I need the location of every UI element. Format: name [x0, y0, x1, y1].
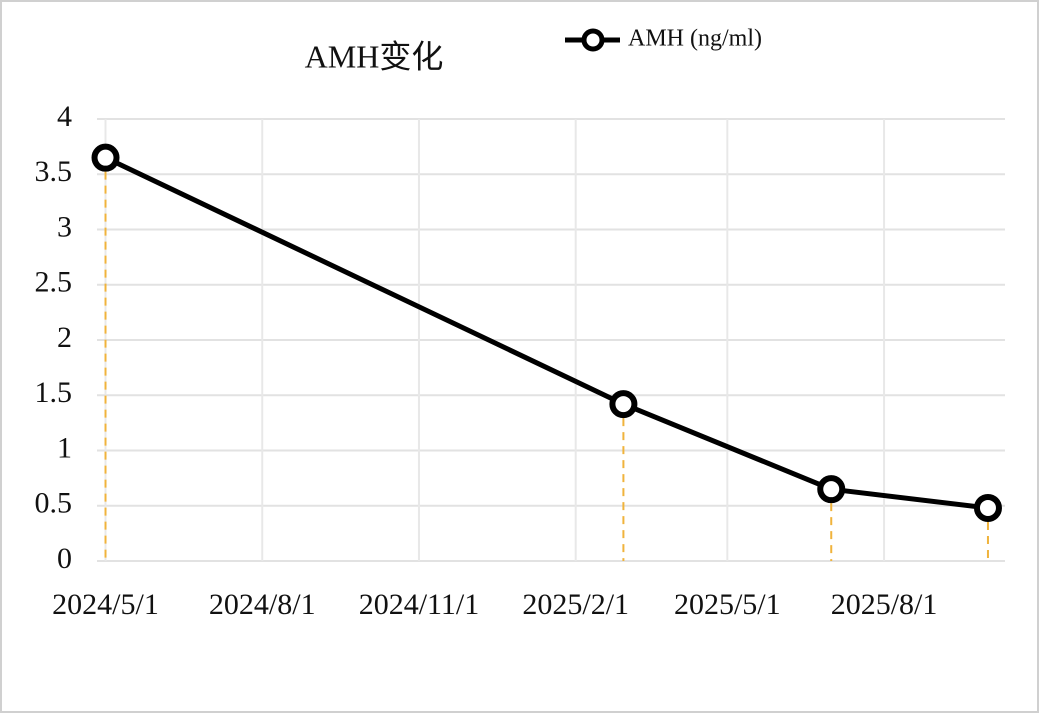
legend-label: AMH (ng/ml) [628, 26, 762, 52]
y-tick-label: 3 [57, 210, 72, 243]
x-tick-label: 2024/11/1 [359, 588, 480, 621]
x-tick-label: 2025/8/1 [831, 588, 938, 621]
y-tick-label: 1 [57, 431, 72, 464]
y-tick-label: 2.5 [35, 266, 73, 299]
y-tick-label: 2 [57, 321, 72, 354]
y-tick-label: 4 [57, 100, 72, 133]
x-tick-label: 2024/5/1 [52, 588, 159, 621]
data-line [104, 155, 989, 511]
y-tick-label: 1.5 [35, 376, 73, 409]
data-point [609, 390, 638, 419]
y-tick-label: 0 [57, 542, 72, 575]
x-tick-label: 2024/8/1 [209, 588, 316, 621]
data-point [817, 475, 846, 504]
x-tick-label: 2025/2/1 [522, 588, 629, 621]
y-tick-label: 3.5 [35, 155, 73, 188]
x-tick-label: 2025/5/1 [674, 588, 781, 621]
data-point [973, 493, 1002, 522]
y-tick-label: 0.5 [35, 487, 73, 520]
data-point [91, 143, 120, 172]
chart-title: AMH变化 [305, 38, 444, 74]
legend-marker [581, 28, 605, 52]
